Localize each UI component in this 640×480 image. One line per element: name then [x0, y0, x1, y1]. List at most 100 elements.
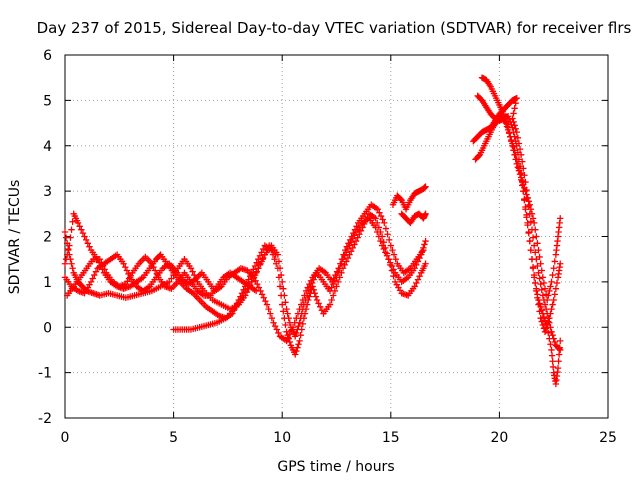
data-point: [389, 246, 396, 254]
data-point: [550, 265, 557, 272]
data-point: [304, 284, 311, 291]
data-point: [255, 265, 262, 272]
data-point: [380, 238, 387, 246]
y-tick-label: -2: [38, 411, 52, 427]
data-point: [413, 279, 420, 287]
data-point: [360, 220, 368, 228]
data-point: [517, 174, 525, 181]
data-point: [526, 201, 534, 208]
data-point: [291, 319, 298, 326]
data-point: [335, 265, 342, 272]
data-point: [521, 197, 528, 204]
x-tick-label: 15: [382, 430, 400, 446]
data-point: [539, 292, 547, 299]
data-point: [352, 237, 360, 245]
data-point: [273, 260, 280, 267]
data-point: [548, 278, 555, 286]
data-point: [381, 219, 388, 227]
data-point: [263, 301, 271, 308]
data-point: [293, 347, 300, 355]
data-point: [551, 258, 558, 265]
data-point: [265, 305, 272, 313]
data-point: [519, 158, 526, 165]
data-point: [280, 285, 287, 292]
data-point: [533, 285, 540, 292]
data-point: [385, 255, 392, 263]
data-point: [549, 363, 557, 371]
data-point: [284, 334, 292, 341]
data-point: [349, 244, 356, 252]
data-point: [548, 328, 555, 335]
data-point: [504, 113, 512, 120]
data-point: [302, 305, 310, 313]
data-point: [555, 358, 562, 365]
data-point: [62, 255, 70, 263]
data-point: [318, 307, 326, 314]
data-point: [250, 266, 257, 273]
data-point: [549, 358, 556, 365]
data-point: [514, 164, 522, 171]
data-point: [504, 124, 512, 131]
data-point: [547, 341, 554, 348]
data-point: [293, 314, 300, 322]
data-point: [357, 227, 365, 235]
data-point: [512, 156, 519, 163]
data-point: [379, 216, 386, 223]
data-point: [542, 305, 550, 313]
data-point: [351, 241, 358, 248]
data-point: [187, 265, 195, 272]
data-point: [283, 305, 290, 313]
data-point: [272, 251, 279, 258]
data-point: [282, 299, 289, 306]
data-point: [537, 303, 544, 311]
data-point: [526, 237, 534, 245]
data-point: [550, 335, 557, 342]
data-point: [507, 133, 514, 140]
data-point: [549, 301, 556, 308]
data-point: [536, 253, 543, 261]
data-point: [527, 218, 535, 225]
data-point: [340, 251, 347, 258]
data-point: [546, 319, 553, 326]
data-point: [509, 142, 516, 149]
data-point: [233, 302, 240, 309]
data-point: [377, 228, 384, 236]
data-point: [537, 280, 544, 288]
chart-title: Day 237 of 2015, Sidereal Day-to-day VTE…: [37, 19, 632, 37]
data-point: [536, 300, 543, 307]
series-10: [478, 74, 564, 304]
data-point: [84, 240, 92, 247]
data-point: [510, 118, 517, 126]
data-point: [295, 341, 302, 348]
data-point: [337, 260, 344, 267]
data-point: [65, 246, 72, 254]
data-point: [295, 322, 302, 330]
data-point: [555, 351, 563, 358]
data-marks: [61, 74, 564, 388]
data-point: [532, 279, 539, 287]
data-point: [258, 249, 265, 256]
data-point: [91, 271, 98, 279]
data-point: [242, 288, 249, 296]
data-point: [315, 300, 322, 307]
data-point: [541, 317, 549, 324]
data-point: [275, 329, 282, 337]
series-1: [61, 215, 429, 340]
data-point: [527, 246, 535, 254]
data-point: [510, 147, 517, 154]
data-point: [298, 301, 305, 308]
data-point: [551, 338, 558, 346]
data-point: [537, 260, 544, 267]
data-point: [348, 233, 355, 240]
data-point: [552, 285, 560, 292]
data-point: [286, 330, 294, 338]
data-point: [252, 269, 260, 276]
data-point: [523, 214, 530, 221]
y-tick-label: 5: [43, 93, 52, 109]
data-point: [557, 260, 564, 267]
data-point: [328, 278, 336, 286]
data-point: [536, 275, 543, 282]
x-tick-label: 20: [490, 430, 508, 446]
data-point: [68, 260, 75, 267]
